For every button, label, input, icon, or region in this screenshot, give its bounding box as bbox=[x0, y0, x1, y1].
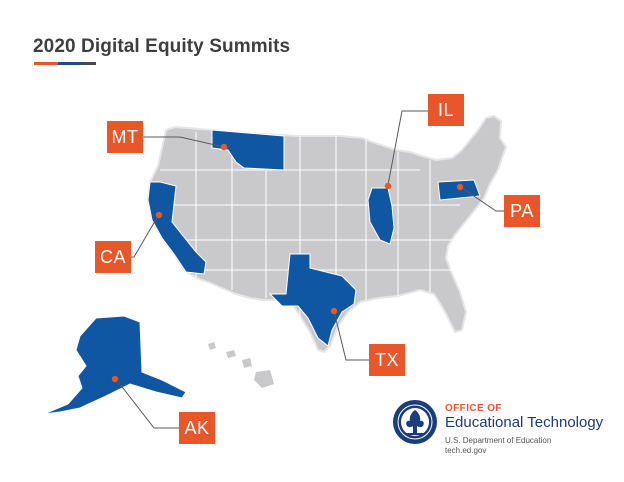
department-of-education-seal-icon bbox=[393, 400, 437, 444]
state-texas bbox=[268, 253, 357, 347]
summit-markers bbox=[111, 143, 464, 383]
leader-il bbox=[387, 110, 428, 186]
state-alaska bbox=[43, 315, 187, 415]
state-california bbox=[147, 181, 207, 275]
lower48-shape bbox=[146, 114, 508, 354]
state-montana bbox=[211, 129, 285, 171]
tag-pa: PA bbox=[504, 195, 540, 227]
underline-orange bbox=[34, 62, 58, 65]
tag-ak: AK bbox=[179, 412, 215, 444]
map-title: 2020 Digital Equity Summits bbox=[33, 36, 291, 57]
tag-ca: CA bbox=[95, 241, 131, 273]
logo-text: OFFICE OF Educational Technology U.S. De… bbox=[445, 403, 603, 456]
underline-dark bbox=[82, 62, 96, 65]
logo-office-of: OFFICE OF bbox=[445, 403, 502, 414]
tag-mt: MT bbox=[107, 121, 143, 153]
tag-tx: TX bbox=[369, 344, 405, 376]
marker-tx bbox=[330, 307, 338, 315]
state-illinois bbox=[367, 187, 395, 245]
state-borders bbox=[152, 132, 460, 318]
leader-ak bbox=[115, 378, 179, 429]
marker-il bbox=[384, 182, 392, 190]
hawaii-islands bbox=[208, 342, 274, 388]
marker-ak bbox=[111, 375, 119, 383]
logo-educational-technology: Educational Technology bbox=[445, 414, 604, 431]
marker-ca bbox=[155, 211, 163, 219]
marker-pa bbox=[456, 183, 464, 191]
underline-blue bbox=[58, 62, 82, 65]
logo-url: tech.ed.gov bbox=[445, 446, 487, 455]
leader-mt bbox=[142, 136, 225, 148]
leader-tx bbox=[333, 310, 369, 361]
leader-pa bbox=[461, 187, 504, 212]
leader-lines bbox=[115, 110, 504, 429]
marker-mt bbox=[220, 143, 228, 151]
logo-department: U.S. Department of Education bbox=[445, 436, 552, 445]
tag-il: IL bbox=[428, 94, 464, 126]
